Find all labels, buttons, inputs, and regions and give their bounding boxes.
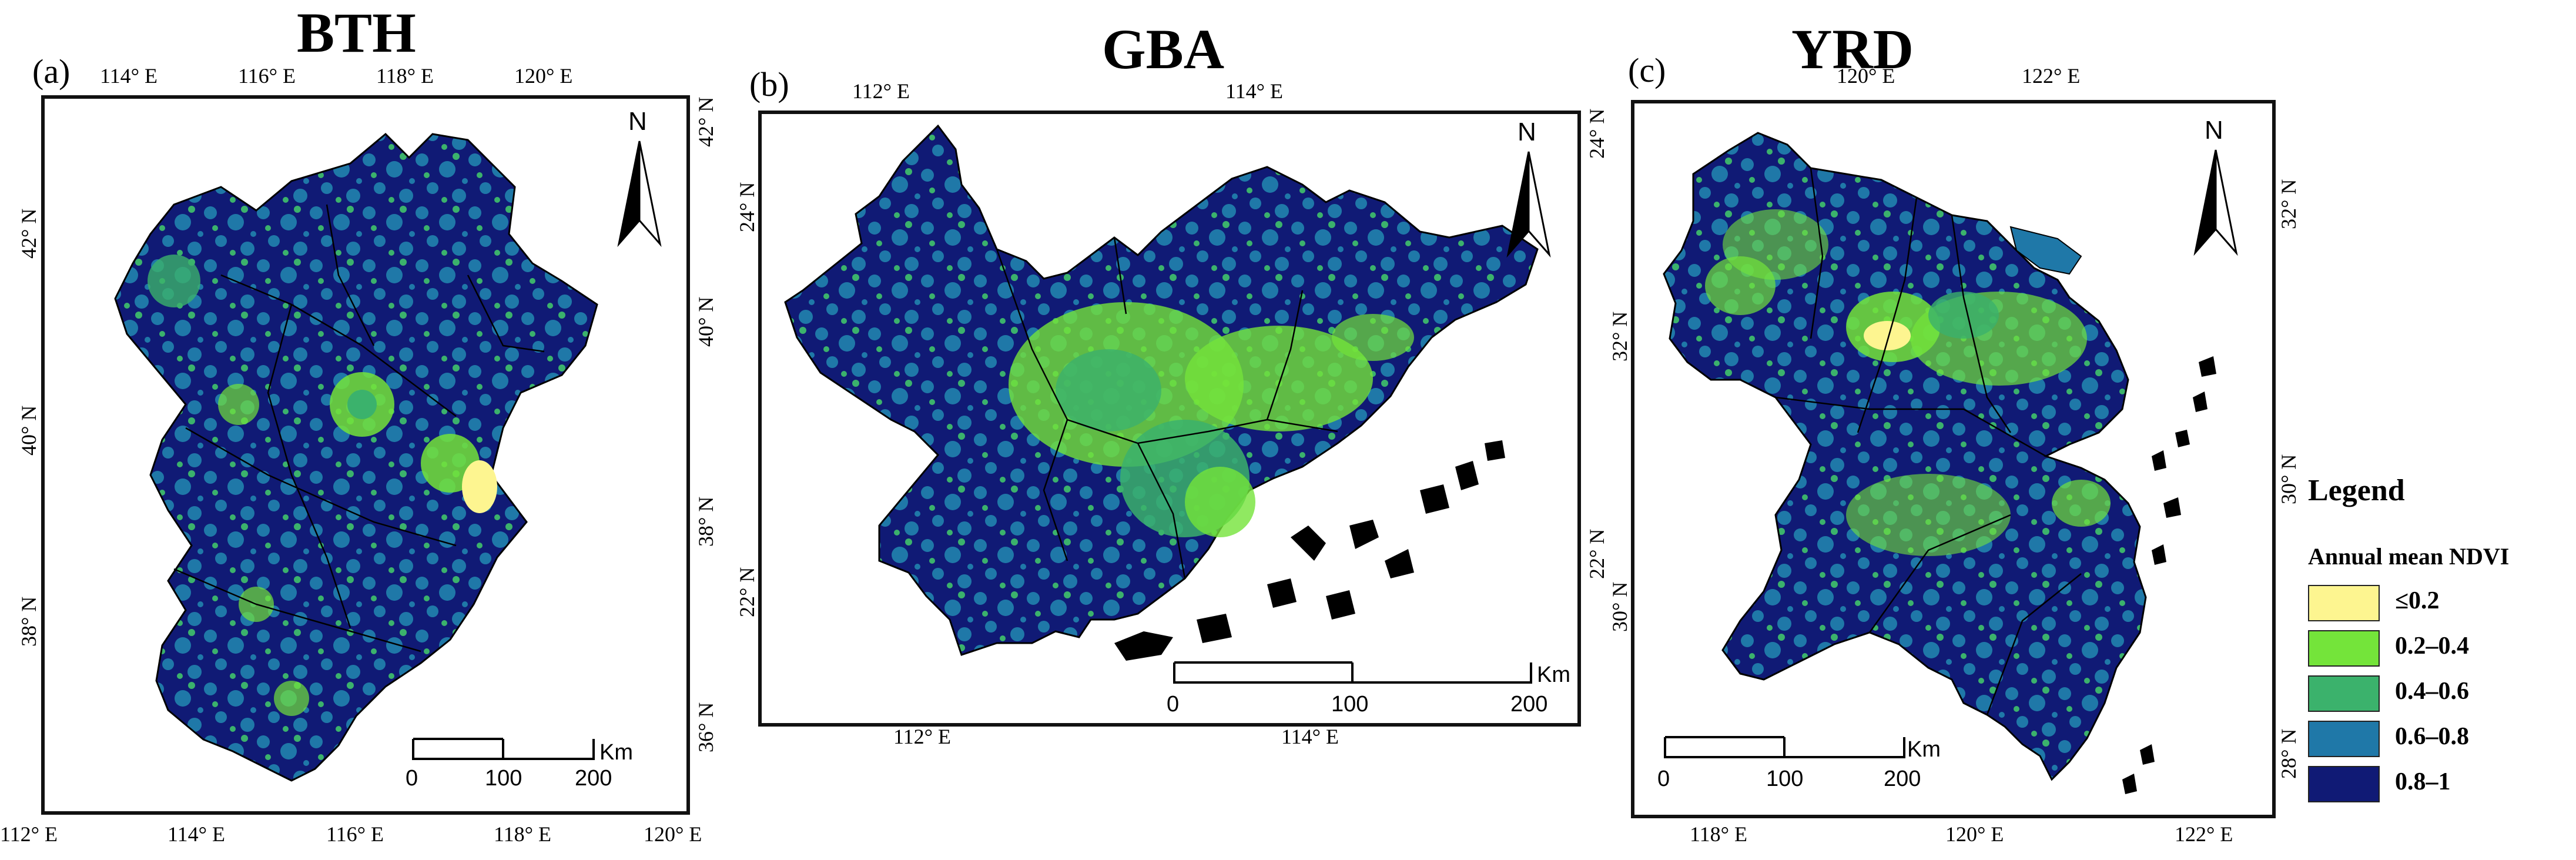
bth-map: [114, 132, 598, 782]
bth-title: BTH: [297, 1, 416, 64]
bth-bottom-tick: 116° E: [326, 822, 384, 846]
north-arrow-icon: [2193, 149, 2238, 256]
bth-scale-bar: 0 100 200 Km: [406, 738, 652, 802]
bth-bottom-tick: 120° E: [644, 822, 702, 846]
bth-left-tick: 38° N: [17, 596, 41, 647]
gba-top-tick: 114° E: [1225, 79, 1284, 103]
yrd-scale-bar: 0 100 200 Km: [1657, 736, 1941, 801]
scale-unit: Km: [1537, 662, 1570, 687]
bth-left-tick: 42° N: [17, 208, 41, 259]
bth-right-tick: 42° N: [694, 96, 718, 147]
yrd-map: [1663, 132, 2216, 794]
yrd-top-tick: 122° E: [2022, 64, 2081, 88]
panel-c-label: (c): [1628, 51, 1666, 89]
yrd-bottom-tick: 120° E: [1945, 822, 2004, 846]
yrd-right-tick: 28° N: [2277, 728, 2300, 779]
bth-left-tick: 40° N: [17, 405, 41, 456]
yrd-right-tick: 30° N: [2277, 454, 2300, 504]
bth-bottom-tick: 114° E: [168, 822, 226, 846]
gba-bottom-tick: 114° E: [1281, 725, 1339, 748]
legend-label: 0.2–0.4: [2395, 633, 2469, 660]
scale-label-0: 0: [406, 766, 418, 791]
panel-b-label: (b): [749, 65, 789, 103]
legend-label: 0.4–0.6: [2395, 678, 2469, 705]
yrd-title: YRD: [1791, 18, 1914, 81]
scale-label-200: 200: [1510, 692, 1548, 717]
legend-swatch: [2308, 721, 2380, 757]
yrd-bottom-tick: 118° E: [1690, 822, 1748, 846]
bth-top-tick: 118° E: [376, 64, 434, 88]
legend-label: 0.6–0.8: [2395, 723, 2469, 750]
scale-label-100: 100: [1766, 767, 1804, 791]
yrd-right-tick: 32° N: [2277, 179, 2300, 229]
gba-bottom-tick: 112° E: [893, 725, 952, 748]
gba-map: [784, 124, 1539, 661]
gba-top-tick: 112° E: [852, 79, 910, 103]
legend-title: Legend: [2308, 474, 2405, 507]
gba-right-tick: 24° N: [1585, 108, 1609, 159]
scale-label-200: 200: [575, 766, 612, 791]
gba-title: GBA: [1102, 18, 1225, 81]
north-arrow-label: N: [2205, 116, 2223, 145]
gba-left-tick: 24° N: [735, 182, 759, 232]
scale-label-100: 100: [1331, 692, 1369, 717]
yrd-top-tick: 120° E: [1837, 64, 1895, 88]
scale-label-100: 100: [485, 766, 522, 791]
bth-top-tick: 116° E: [238, 64, 296, 88]
legend-label: 0.8–1: [2395, 768, 2451, 795]
bth-map-frame: [41, 95, 690, 815]
gba-left-tick: 22° N: [735, 567, 759, 617]
scale-unit: Km: [599, 740, 633, 765]
gba-right-tick: 22° N: [1585, 528, 1609, 579]
bth-bottom-tick: 118° E: [494, 822, 552, 846]
scale-unit: Km: [1907, 737, 1941, 762]
yrd-bottom-tick: 122° E: [2175, 822, 2233, 846]
scale-label-0: 0: [1167, 692, 1180, 717]
north-arrow-icon: [617, 140, 662, 247]
panel-a-label: (a): [32, 52, 71, 91]
legend-subtitle: Annual mean NDVI: [2308, 543, 2510, 570]
yrd-left-tick: 32° N: [1608, 311, 1632, 362]
bth-top-tick: 120° E: [514, 64, 573, 88]
north-arrow-label: N: [1518, 118, 1536, 146]
legend: Legend Annual mean NDVI ≤0.2 0.2–0.4 0.4…: [2307, 473, 2571, 826]
gba-map-frame: [758, 111, 1581, 727]
scale-label-0: 0: [1657, 767, 1670, 791]
bth-bottom-tick: 112° E: [0, 822, 58, 846]
bth-right-tick: 40° N: [694, 296, 718, 347]
bth-right-tick: 38° N: [694, 496, 718, 547]
legend-swatch: [2308, 630, 2380, 667]
yrd-left-tick: 30° N: [1608, 581, 1632, 632]
legend-label: ≤0.2: [2395, 587, 2440, 614]
bth-top-tick: 114° E: [100, 64, 158, 88]
north-arrow-label: N: [628, 107, 647, 136]
legend-swatch: [2308, 675, 2380, 712]
bth-right-tick: 36° N: [694, 702, 718, 752]
gba-scale-bar: 0 100 200 Km: [1167, 661, 1578, 726]
yrd-map-frame: [1631, 100, 2276, 818]
legend-swatch: [2308, 585, 2380, 621]
north-arrow-icon: [1506, 151, 1551, 258]
scale-label-200: 200: [1884, 767, 1921, 791]
legend-swatch: [2308, 766, 2380, 802]
